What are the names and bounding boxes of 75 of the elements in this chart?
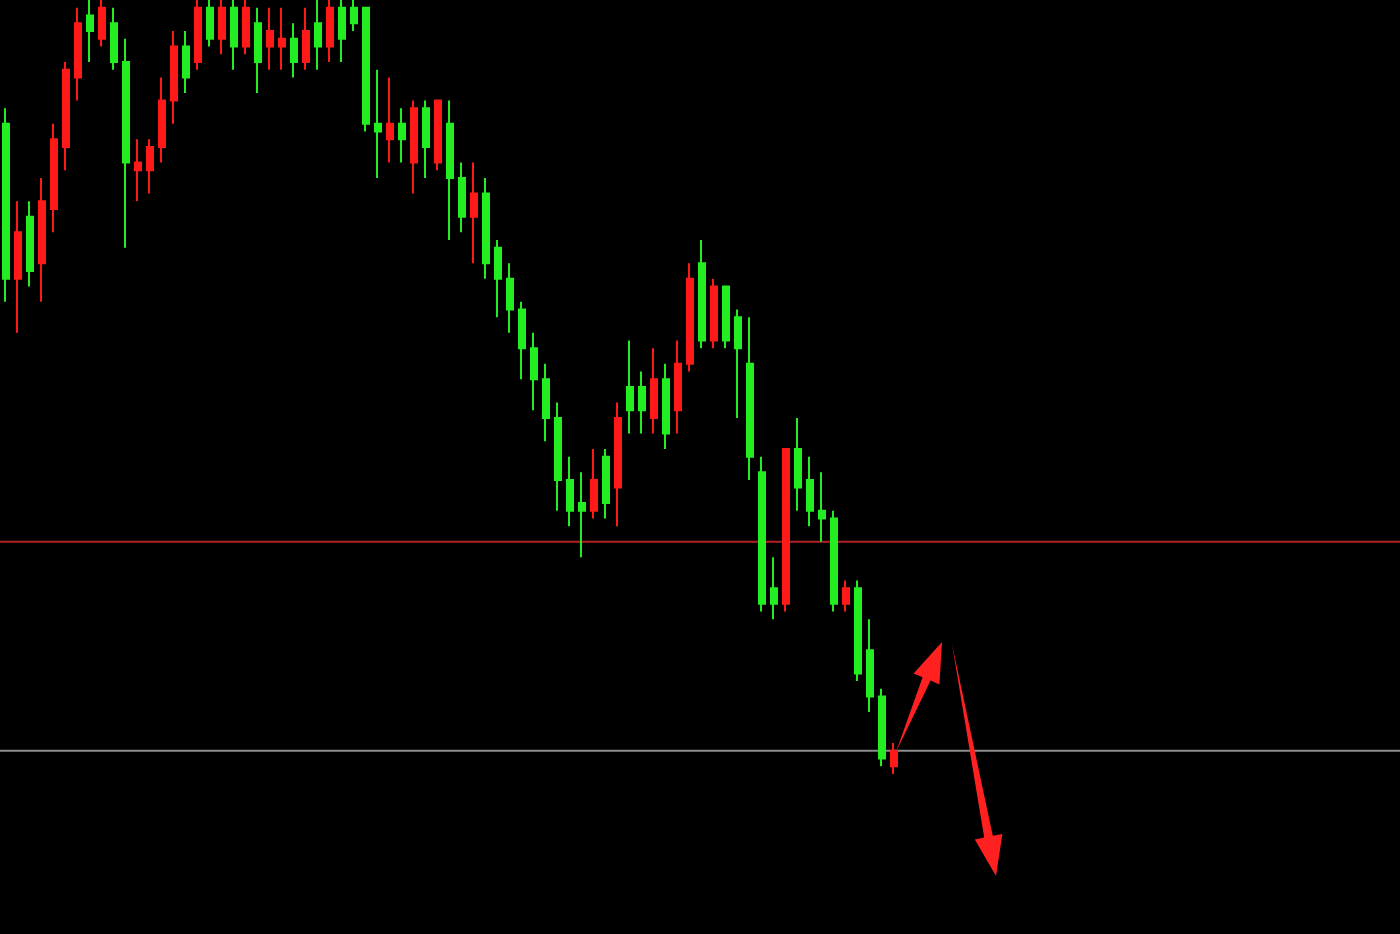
candlestick [14,200,22,334]
candlestick [782,447,790,613]
candlestick [314,0,322,71]
candlestick [398,107,406,164]
candlestick [242,0,250,56]
candlestick [230,0,238,71]
candlestick [446,99,454,241]
candlestick [494,238,502,319]
candlestick [698,238,706,350]
candlestick [254,6,262,94]
candlestick [674,339,682,435]
candlestick [854,579,862,683]
candlestick [362,6,370,133]
candlestick [530,331,538,412]
candlestick [170,29,178,125]
candlestick [434,99,442,172]
candlestick [482,177,490,280]
candlestick [134,138,142,203]
candlestick [158,76,166,164]
candlestick [746,316,754,481]
candlestick [110,6,118,71]
candlestick [74,6,82,102]
candlestick [374,68,382,180]
candlestick [290,22,298,79]
candlestick [554,401,562,512]
candlestick [206,0,214,48]
candlestick [626,339,634,435]
candlestick [422,99,430,180]
candlestick [830,509,838,613]
candlestick [326,0,334,63]
candlestick [818,471,826,543]
candlestick [146,138,154,195]
candlestick [86,0,94,63]
candlestick [686,262,694,373]
candlestick [122,37,130,249]
candlestick [50,122,58,234]
candlestick [602,447,610,520]
candlestick [842,579,850,613]
candlestick [638,370,646,435]
candlestick [26,200,34,288]
candlestick [734,308,742,419]
candlestick [278,6,286,71]
candlestick [302,6,310,71]
candlestick [194,0,202,71]
candlestick [890,742,898,775]
candlestick [410,99,418,195]
candlestick [506,262,514,334]
candlestick [542,362,550,443]
candlestick [350,0,358,32]
candlestick [182,29,190,94]
candlestick [566,455,574,528]
candlestick [338,0,346,63]
candlestick [518,300,526,381]
candlestick [470,161,478,265]
candlestick [98,0,106,48]
candlestick [266,6,274,71]
candlestick [38,177,46,303]
candlestick [710,277,718,350]
candlestick [758,455,766,613]
candlestick [590,447,598,520]
candlestick [218,0,226,56]
candlestick [806,455,814,528]
candlestick [386,76,394,164]
candlestick [2,107,10,303]
candlestick [662,362,670,450]
candlestick [650,347,658,435]
candlestick [614,401,622,528]
candlestick [62,60,70,172]
candlestick [878,687,886,768]
candlestick [770,556,778,621]
candlestick [866,618,874,714]
candlestick [458,161,466,234]
candlestick [722,285,730,350]
candlestick [578,471,586,559]
candlestick [794,416,802,512]
